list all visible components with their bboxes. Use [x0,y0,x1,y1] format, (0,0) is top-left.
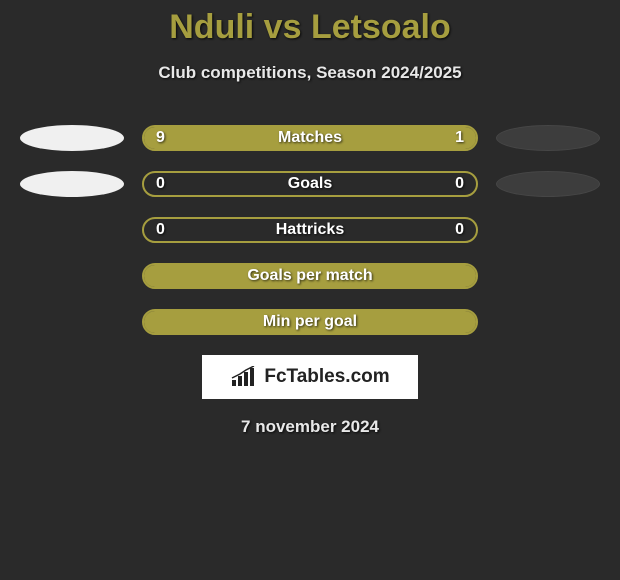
page-subtitle: Club competitions, Season 2024/2025 [0,63,620,83]
chart-icon [230,366,258,388]
comparison-row: Min per goal [0,309,620,335]
footer-date: 7 november 2024 [0,417,620,437]
stat-bar: 91Matches [142,125,478,151]
stat-label: Hattricks [144,219,476,241]
stat-bar: 00Goals [142,171,478,197]
stat-label: Min per goal [144,311,476,333]
player-photo-right [496,125,600,151]
stat-bar: 00Hattricks [142,217,478,243]
brand-text: FcTables.com [264,366,389,388]
comparison-row: 00Hattricks [0,217,620,243]
player-photo-left [20,171,124,197]
comparison-row: 00Goals [0,171,620,197]
stat-bar: Goals per match [142,263,478,289]
comparison-rows: 91Matches 00Goals 00Hattricks Goals per mat… [0,125,620,335]
page-title: Nduli vs Letsoalo [0,0,620,47]
stat-label: Matches [144,127,476,149]
brand-badge: FcTables.com [202,355,418,399]
comparison-row: 91Matches [0,125,620,151]
player-photo-right [496,171,600,197]
player-photo-left [20,125,124,151]
stat-label: Goals per match [144,265,476,287]
comparison-row: Goals per match [0,263,620,289]
stat-label: Goals [144,173,476,195]
stat-bar: Min per goal [142,309,478,335]
